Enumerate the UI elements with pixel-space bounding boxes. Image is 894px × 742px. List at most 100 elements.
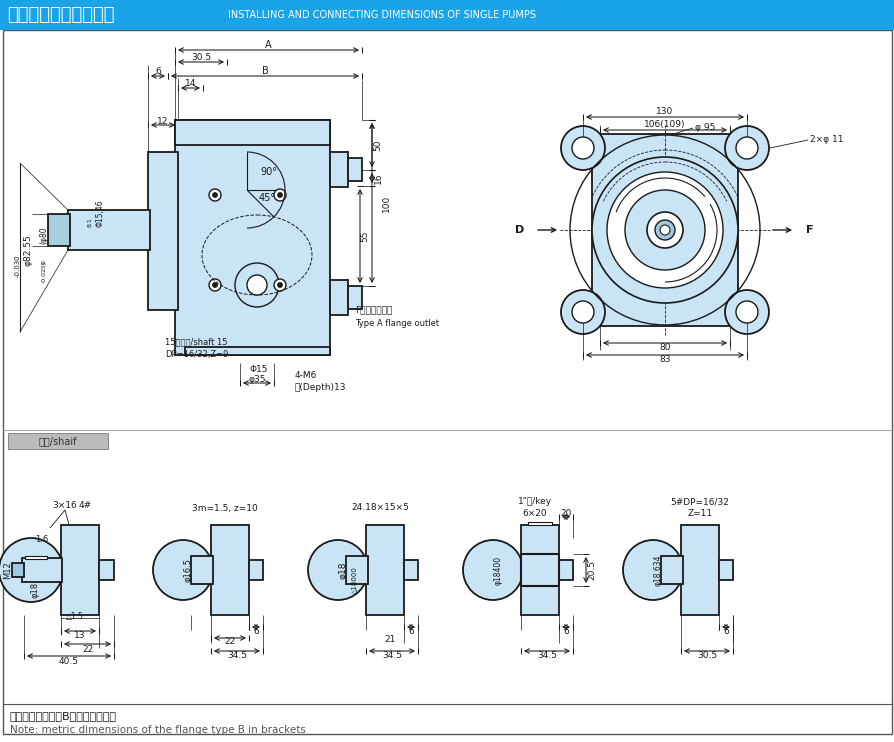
Text: -0.03: -0.03 <box>15 259 21 277</box>
Text: φ35: φ35 <box>248 375 266 384</box>
Circle shape <box>724 126 768 170</box>
Bar <box>520 525 559 615</box>
Text: △1.5: △1.5 <box>66 612 84 622</box>
Text: 单泵外形安装连接尺寸: 单泵外形安装连接尺寸 <box>7 6 114 24</box>
Text: F: F <box>805 225 813 235</box>
Text: 4#: 4# <box>79 501 91 510</box>
Text: F型法兰出油口: F型法兰出油口 <box>355 306 392 315</box>
Circle shape <box>724 290 768 334</box>
Circle shape <box>624 190 704 270</box>
Text: 100: 100 <box>381 194 390 211</box>
Circle shape <box>209 189 221 201</box>
Bar <box>8 433 108 449</box>
Bar <box>48 214 70 246</box>
Bar <box>403 560 417 580</box>
Text: φ18: φ18 <box>30 582 39 598</box>
Text: B: B <box>261 66 268 76</box>
Bar <box>680 525 718 615</box>
Text: 6: 6 <box>155 68 161 76</box>
Bar <box>661 556 682 584</box>
Text: 2×φ 11: 2×φ 11 <box>809 136 842 145</box>
Circle shape <box>622 540 682 600</box>
Bar <box>61 525 99 615</box>
Text: D: D <box>515 225 524 235</box>
Text: Φ15,46: Φ15,46 <box>96 199 105 227</box>
Circle shape <box>571 301 594 323</box>
Text: (φ80: (φ80 <box>39 226 48 244</box>
Circle shape <box>659 225 670 235</box>
Circle shape <box>274 279 286 291</box>
Text: 34.5: 34.5 <box>382 651 401 660</box>
Text: 16: 16 <box>373 172 382 184</box>
Circle shape <box>0 538 63 602</box>
Text: INSTALLING AND CONNECTING DIMENSIONS OF SINGLE PUMPS: INSTALLING AND CONNECTING DIMENSIONS OF … <box>228 10 536 20</box>
Bar <box>99 560 114 580</box>
Text: φ18: φ18 <box>338 561 347 579</box>
Text: 1.6: 1.6 <box>36 536 48 545</box>
Text: 21: 21 <box>384 634 395 643</box>
Text: 6: 6 <box>408 626 413 635</box>
Circle shape <box>277 192 283 197</box>
Text: 40.5: 40.5 <box>59 657 79 666</box>
Text: 24.18×15×5: 24.18×15×5 <box>350 504 409 513</box>
Text: A: A <box>265 40 272 50</box>
Text: φ18.634: φ18.634 <box>653 554 662 585</box>
Bar <box>22 558 62 582</box>
Text: Z=11: Z=11 <box>687 508 712 517</box>
Text: 22: 22 <box>81 645 93 654</box>
Text: 6×20: 6×20 <box>522 508 547 517</box>
Bar <box>148 152 178 310</box>
Text: 90°: 90° <box>260 167 277 177</box>
Bar <box>175 120 330 355</box>
Circle shape <box>735 137 757 159</box>
Bar <box>12 563 24 577</box>
Text: Note: metric dimensions of the flange type B in brackets: Note: metric dimensions of the flange ty… <box>10 725 306 735</box>
Text: 0: 0 <box>15 256 21 260</box>
Text: φ18400: φ18400 <box>493 556 502 585</box>
Circle shape <box>274 189 286 201</box>
Bar <box>249 560 263 580</box>
Text: 深(Depth)13: 深(Depth)13 <box>295 382 346 392</box>
Text: 1"键/key: 1"键/key <box>518 497 552 507</box>
Circle shape <box>247 275 266 295</box>
Text: 6: 6 <box>253 626 258 635</box>
Text: 45°: 45° <box>258 193 275 203</box>
Circle shape <box>591 157 738 303</box>
Text: 13: 13 <box>74 631 86 640</box>
Circle shape <box>606 172 722 288</box>
Text: Type A flange outlet: Type A flange outlet <box>355 318 439 327</box>
Text: △18000: △18000 <box>350 566 357 594</box>
Circle shape <box>308 540 367 600</box>
Circle shape <box>153 540 213 600</box>
Text: DP=16/32,Z=9: DP=16/32,Z=9 <box>164 349 228 358</box>
Circle shape <box>212 192 217 197</box>
Text: -0.025): -0.025) <box>41 261 46 283</box>
Bar <box>330 280 348 315</box>
Text: 83: 83 <box>659 355 670 364</box>
Text: 4-M6: 4-M6 <box>295 370 317 379</box>
Bar <box>718 560 732 580</box>
Circle shape <box>571 137 594 159</box>
Text: 8.1: 8.1 <box>88 217 92 227</box>
Circle shape <box>561 126 604 170</box>
Text: 34.5: 34.5 <box>227 651 247 660</box>
Text: 14: 14 <box>184 79 196 88</box>
Text: 6: 6 <box>562 626 569 635</box>
Bar <box>25 556 47 559</box>
Text: 0: 0 <box>41 260 46 264</box>
Bar <box>366 525 403 615</box>
Text: 30.5: 30.5 <box>190 53 211 62</box>
Bar <box>346 556 367 584</box>
Text: Φ15: Φ15 <box>249 366 268 375</box>
Text: 106(109): 106(109) <box>644 120 685 130</box>
Text: 30.5: 30.5 <box>696 651 716 660</box>
Text: 50: 50 <box>373 139 382 151</box>
Text: 12: 12 <box>157 116 168 125</box>
FancyBboxPatch shape <box>591 134 738 326</box>
Text: φ16.5: φ16.5 <box>183 558 192 582</box>
Circle shape <box>654 220 674 240</box>
Text: 130: 130 <box>655 108 673 116</box>
Text: 3×16: 3×16 <box>53 501 77 510</box>
Text: 20: 20 <box>560 508 571 517</box>
Bar <box>520 554 559 586</box>
